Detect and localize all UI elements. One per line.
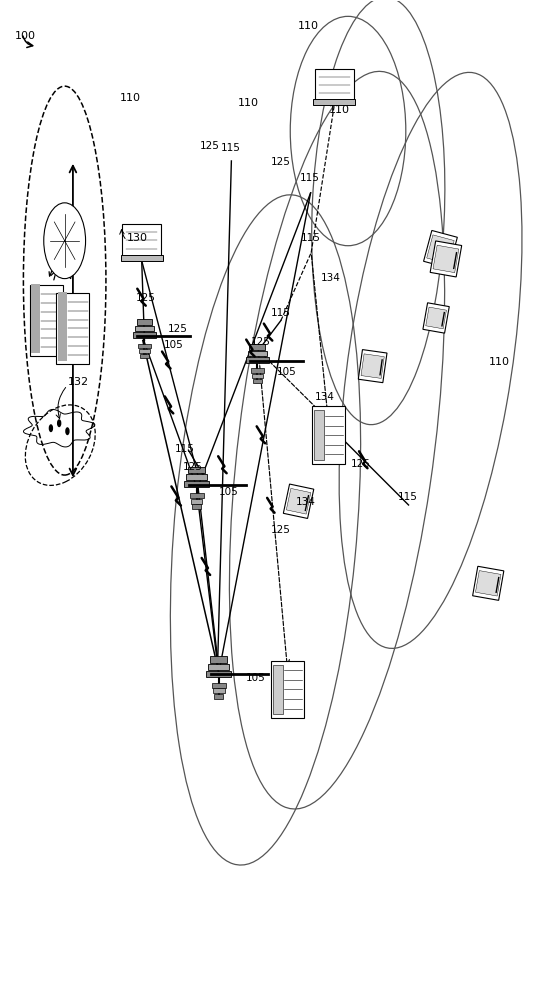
Text: 105: 105	[164, 340, 184, 350]
Text: 132: 132	[67, 377, 88, 387]
Bar	[358, 350, 387, 383]
Bar	[139, 349, 150, 353]
Bar	[208, 664, 229, 670]
Bar	[314, 410, 324, 460]
Text: 125: 125	[183, 462, 203, 472]
Bar	[427, 235, 454, 264]
Text: 115: 115	[271, 308, 291, 318]
Text: 115: 115	[300, 173, 320, 183]
Bar	[213, 688, 225, 693]
Bar	[252, 374, 263, 378]
Bar	[315, 69, 353, 101]
Bar	[248, 351, 267, 356]
Circle shape	[49, 424, 53, 432]
Text: 105: 105	[246, 673, 266, 683]
Text: 134: 134	[315, 392, 335, 402]
Bar	[212, 683, 226, 688]
Bar	[186, 474, 207, 480]
Text: 125: 125	[200, 141, 220, 151]
Bar	[30, 285, 63, 356]
Text: 134: 134	[296, 497, 316, 507]
Text: 125: 125	[271, 157, 291, 167]
Text: 125: 125	[135, 293, 155, 303]
Text: 105: 105	[276, 367, 296, 377]
Bar	[190, 493, 204, 498]
Bar	[426, 307, 446, 329]
Bar	[430, 241, 462, 277]
Text: 115: 115	[175, 444, 195, 454]
Text: 125: 125	[168, 324, 187, 334]
Bar	[214, 694, 223, 699]
Bar	[135, 326, 154, 331]
Bar	[286, 488, 311, 514]
Bar	[191, 499, 202, 504]
Bar	[121, 255, 163, 261]
Bar	[273, 665, 283, 714]
Bar	[312, 406, 345, 464]
Bar	[210, 656, 227, 663]
Text: 130: 130	[127, 233, 148, 243]
Bar	[192, 504, 201, 509]
Text: 134: 134	[321, 273, 341, 283]
Bar	[140, 354, 149, 358]
Bar	[31, 284, 40, 353]
Bar	[424, 230, 457, 268]
Bar	[206, 671, 231, 677]
Text: 115: 115	[301, 233, 321, 243]
Text: 110: 110	[119, 93, 140, 103]
Bar	[56, 293, 90, 364]
Text: 125: 125	[351, 459, 371, 469]
Bar	[271, 661, 304, 718]
Bar	[122, 224, 161, 257]
Text: 110: 110	[329, 105, 349, 115]
Bar	[283, 484, 314, 518]
Bar	[433, 245, 459, 273]
Bar	[137, 319, 152, 325]
Bar	[246, 357, 269, 363]
Text: 125: 125	[271, 525, 291, 535]
Bar	[138, 344, 151, 348]
Bar	[361, 354, 384, 378]
Bar	[188, 467, 205, 473]
Circle shape	[65, 427, 70, 435]
Bar	[249, 344, 265, 350]
Circle shape	[44, 203, 86, 279]
Bar	[476, 571, 501, 596]
Text: 115: 115	[398, 492, 418, 502]
Text: 110: 110	[488, 357, 509, 367]
Text: 110: 110	[298, 21, 319, 31]
Text: 100: 100	[15, 31, 36, 41]
Text: 110: 110	[238, 98, 259, 108]
Bar	[133, 332, 156, 338]
Bar	[58, 292, 67, 361]
Text: 115: 115	[221, 143, 240, 153]
Text: 125: 125	[251, 337, 270, 347]
Bar	[184, 481, 209, 487]
Bar	[251, 368, 264, 373]
Circle shape	[57, 419, 61, 427]
Bar	[313, 99, 356, 105]
Text: 105: 105	[219, 487, 238, 497]
Bar	[473, 566, 504, 600]
Bar	[253, 379, 262, 383]
Bar	[423, 303, 449, 333]
